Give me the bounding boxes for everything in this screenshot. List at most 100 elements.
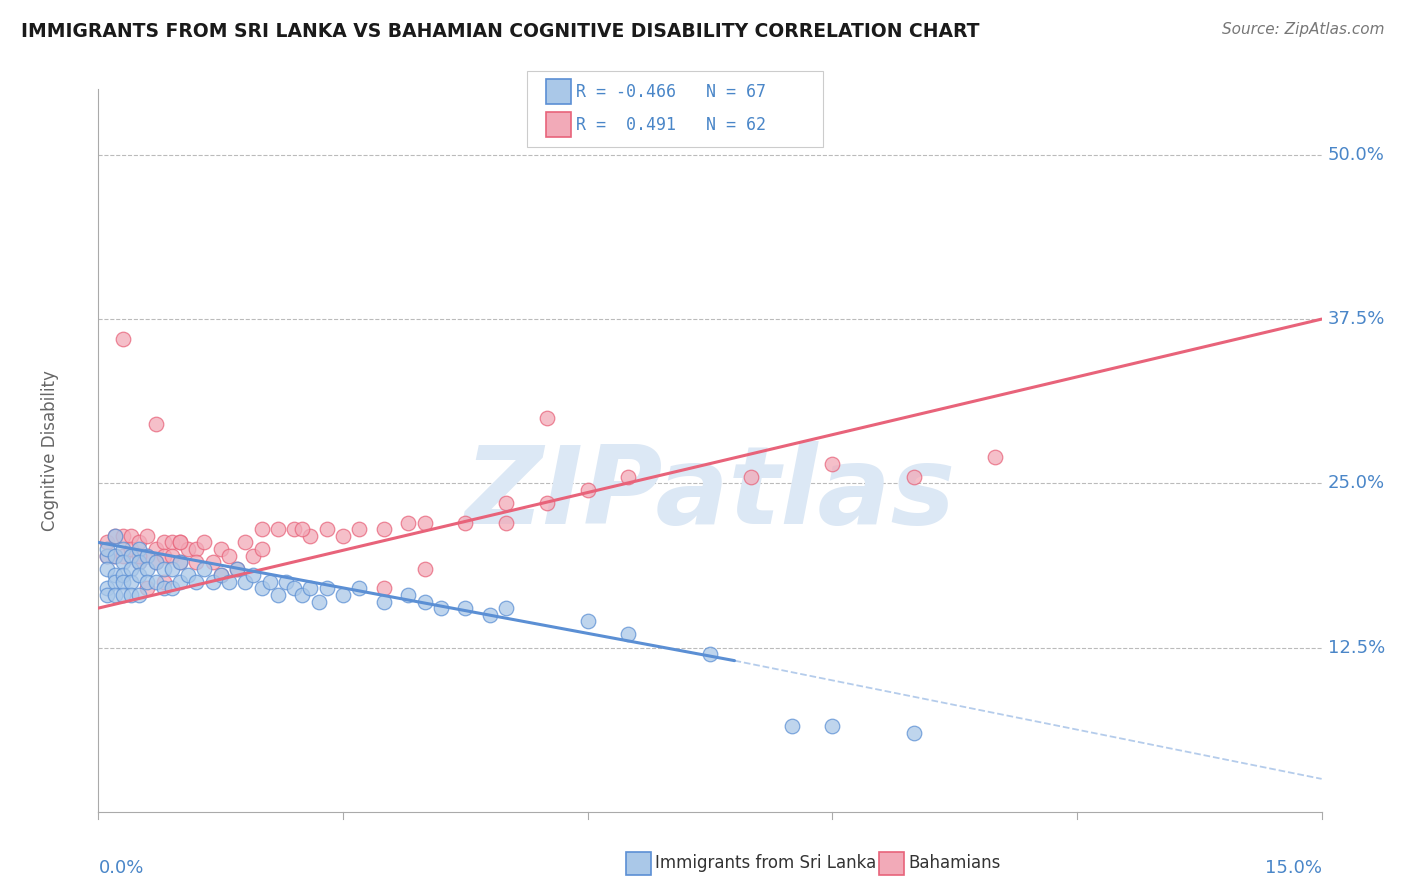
- Text: R =  0.491   N = 62: R = 0.491 N = 62: [576, 116, 766, 134]
- Point: [136, 582, 159, 596]
- Point: [308, 594, 330, 608]
- Point: [226, 562, 249, 576]
- Point: [96, 535, 118, 549]
- Point: [111, 568, 134, 582]
- Point: [104, 574, 127, 589]
- Point: [821, 719, 844, 733]
- Text: R = -0.466   N = 67: R = -0.466 N = 67: [576, 83, 766, 101]
- Point: [152, 535, 174, 549]
- Point: [780, 719, 803, 733]
- Point: [193, 535, 215, 549]
- Point: [104, 588, 127, 602]
- Point: [111, 549, 134, 563]
- Point: [152, 549, 174, 563]
- Point: [332, 529, 354, 543]
- Point: [145, 541, 167, 556]
- Point: [169, 535, 191, 549]
- Point: [177, 541, 200, 556]
- Point: [250, 582, 273, 596]
- Point: [821, 457, 844, 471]
- Point: [145, 555, 167, 569]
- Text: Bahamians: Bahamians: [908, 855, 1001, 872]
- Text: Immigrants from Sri Lanka: Immigrants from Sri Lanka: [655, 855, 876, 872]
- Point: [984, 450, 1007, 464]
- Point: [160, 535, 183, 549]
- Point: [128, 588, 150, 602]
- Point: [267, 588, 290, 602]
- Point: [120, 529, 142, 543]
- Point: [454, 601, 477, 615]
- Point: [136, 574, 159, 589]
- Point: [536, 496, 558, 510]
- Point: [201, 555, 224, 569]
- Point: [145, 574, 167, 589]
- Text: 37.5%: 37.5%: [1327, 310, 1385, 328]
- Point: [111, 574, 134, 589]
- Point: [104, 529, 127, 543]
- Point: [903, 726, 925, 740]
- Point: [193, 562, 215, 576]
- Point: [128, 535, 150, 549]
- Point: [160, 582, 183, 596]
- Point: [160, 549, 183, 563]
- Point: [315, 522, 337, 536]
- Point: [349, 522, 371, 536]
- Point: [250, 522, 273, 536]
- Text: Source: ZipAtlas.com: Source: ZipAtlas.com: [1222, 22, 1385, 37]
- Point: [186, 541, 208, 556]
- Point: [136, 529, 159, 543]
- Point: [120, 562, 142, 576]
- Point: [413, 516, 436, 530]
- Point: [152, 574, 174, 589]
- Point: [250, 541, 273, 556]
- Point: [177, 568, 200, 582]
- Point: [96, 588, 118, 602]
- Point: [169, 535, 191, 549]
- Text: IMMIGRANTS FROM SRI LANKA VS BAHAMIAN COGNITIVE DISABILITY CORRELATION CHART: IMMIGRANTS FROM SRI LANKA VS BAHAMIAN CO…: [21, 22, 980, 41]
- Point: [396, 516, 419, 530]
- Point: [454, 516, 477, 530]
- Text: Cognitive Disability: Cognitive Disability: [41, 370, 59, 531]
- Point: [209, 541, 232, 556]
- Point: [128, 568, 150, 582]
- Point: [267, 522, 290, 536]
- Point: [299, 582, 322, 596]
- Text: 25.0%: 25.0%: [1327, 475, 1385, 492]
- Text: 15.0%: 15.0%: [1264, 859, 1322, 877]
- Point: [169, 555, 191, 569]
- Point: [299, 529, 322, 543]
- Point: [96, 562, 118, 576]
- Point: [740, 469, 762, 483]
- Point: [136, 549, 159, 563]
- Text: 50.0%: 50.0%: [1327, 146, 1385, 164]
- Point: [495, 496, 517, 510]
- Point: [104, 549, 127, 563]
- Point: [145, 417, 167, 432]
- Text: 12.5%: 12.5%: [1327, 639, 1385, 657]
- Point: [136, 562, 159, 576]
- Point: [576, 483, 599, 497]
- Point: [96, 549, 118, 563]
- Point: [283, 582, 305, 596]
- Point: [104, 549, 127, 563]
- Point: [201, 574, 224, 589]
- Point: [120, 549, 142, 563]
- Point: [136, 549, 159, 563]
- Point: [160, 562, 183, 576]
- Text: ZIPatlas: ZIPatlas: [464, 441, 956, 547]
- Point: [478, 607, 501, 622]
- Point: [699, 647, 721, 661]
- Point: [186, 555, 208, 569]
- Point: [274, 574, 297, 589]
- Point: [96, 541, 118, 556]
- Point: [209, 568, 232, 582]
- Point: [96, 549, 118, 563]
- Point: [413, 594, 436, 608]
- Point: [617, 627, 640, 641]
- Point: [242, 568, 264, 582]
- Point: [111, 588, 134, 602]
- Point: [209, 568, 232, 582]
- Point: [152, 562, 174, 576]
- Point: [128, 549, 150, 563]
- Point: [315, 582, 337, 596]
